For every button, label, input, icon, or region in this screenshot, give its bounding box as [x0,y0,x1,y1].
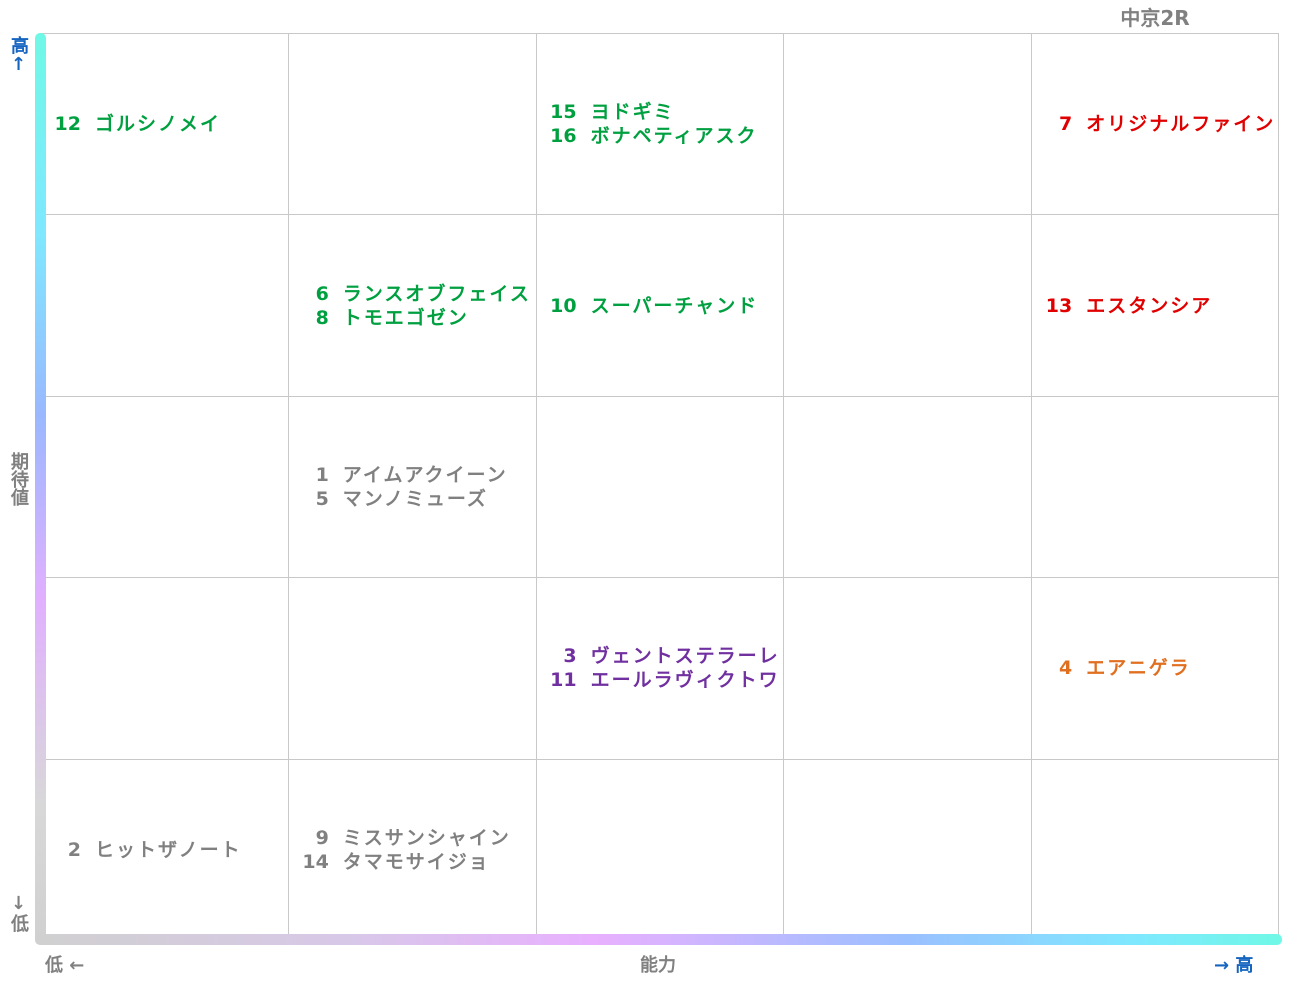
horse-entry: 16 ボナペティアスク [547,124,784,148]
y-high-label: 高↑ [8,36,29,75]
horse-name: エスタンシア [1086,294,1213,317]
horse-entry: 7 オリジナルファイン [1042,112,1279,136]
x-axis-label: 能力 [640,955,676,976]
grid-cell [783,578,1032,760]
horse-number: 10 [550,294,577,317]
horse-name: マンノミューズ [342,487,488,510]
grid-cell: 2 ヒットザノート [40,759,288,941]
horse-entry: 6 ランスオブフェイス [299,282,536,306]
horse-entry: 14 タマモサイジョ [299,850,536,874]
horse-name: タマモサイジョ [342,850,490,873]
grid-cell [783,759,1032,941]
grid-cell [40,396,288,579]
horse-name: ボナペティアスク [590,125,758,148]
horse-entry: 9 ミスサンシャイン [299,826,536,850]
grid-cell [287,34,536,216]
y-low-label: ↓低 [8,893,29,932]
horse-name: ミスサンシャイン [342,826,511,849]
grid-cell: 4 エアニゲラ [1031,578,1279,760]
horse-number: 4 [1058,657,1073,680]
grid-cell [287,578,536,760]
horse-number: 9 [315,826,329,849]
horse-name: ヨドギミ [590,101,675,124]
horse-name: トモエゴゼン [342,306,469,329]
grid-cell [40,215,288,397]
horse-number: 16 [550,125,577,148]
horse-name: ランスオブフェイス [342,282,531,305]
horse-number: 14 [302,850,329,873]
horse-number: 13 [1045,294,1073,317]
horse-entry: 10 スーパーチャンド [547,294,784,318]
grid-cell: 3 ヴェントステラーレ 11 エールラヴィクトワ [535,578,784,760]
horse-entry: 11 エールラヴィクトワ [547,668,784,692]
horse-entry: 15 ヨドギミ [547,100,784,124]
horse-name: ヒットザノート [95,838,242,861]
grid-cell [783,34,1032,216]
grid-cell [783,215,1032,397]
horse-name: ゴルシノメイ [95,113,222,136]
grid-cell: 10 スーパーチャンド [535,215,784,397]
grid-cell [1031,759,1279,941]
x-axis-bar [35,934,1282,945]
horse-number: 5 [315,487,329,510]
horse-entry: 12 ゴルシノメイ [51,112,288,136]
horse-name: アイムアクイーン [342,463,508,486]
x-high-label: → 高 [1214,955,1254,976]
grid-cell: 7 オリジナルファイン [1031,34,1279,216]
horse-entry: 4 エアニゲラ [1042,656,1279,680]
y-axis-label: 期待値 [8,452,29,506]
horse-entry: 2 ヒットザノート [51,838,288,862]
horse-name: エアニゲラ [1086,657,1191,680]
horse-entry: 13 エスタンシア [1042,294,1279,318]
horse-number: 11 [550,669,577,692]
horse-name: オリジナルファイン [1086,113,1276,136]
horse-entry: 8 トモエゴゼン [299,306,536,330]
horse-number: 2 [67,838,81,861]
horse-number: 6 [315,282,329,305]
grid-cell [783,396,1032,579]
horse-number: 15 [550,101,577,124]
horse-entry: 1 アイムアクイーン [299,463,536,487]
grid-cell: 13 エスタンシア [1031,215,1279,397]
horse-number: 12 [54,113,81,136]
grid-cell: 9 ミスサンシャイン 14 タマモサイジョ [287,759,536,941]
grid-cell: 6 ランスオブフェイス 8 トモエゴゼン [287,215,536,397]
horse-number: 7 [1058,113,1073,136]
grid-cell [535,759,784,941]
horse-entry: 3 ヴェントステラーレ [547,644,784,668]
horse-number: 3 [563,645,577,668]
horse-name: ヴェントステラーレ [590,645,780,668]
grid-cell: 15 ヨドギミ 16 ボナペティアスク [535,34,784,216]
grid-cell [40,578,288,760]
horse-entry: 5 マンノミューズ [299,487,536,511]
y-axis-bar [35,33,46,943]
horse-number: 1 [315,463,329,486]
grid-cell [535,396,784,579]
x-low-label: 低 ← [45,955,85,976]
horse-name: エールラヴィクトワ [590,669,780,692]
grid-cell: 1 アイムアクイーン 5 マンノミューズ [287,396,536,579]
grid: 12 ゴルシノメイ 15 ヨドギミ 16 ボナペティアスク 7 オリジナルファイン 6 ランスオブ… [40,33,1279,941]
horse-name: スーパーチャンド [590,294,759,317]
title: 中京2R [1120,6,1190,30]
grid-cell: 12 ゴルシノメイ [40,34,288,216]
grid-cell [1031,396,1279,579]
horse-number: 8 [315,306,329,329]
